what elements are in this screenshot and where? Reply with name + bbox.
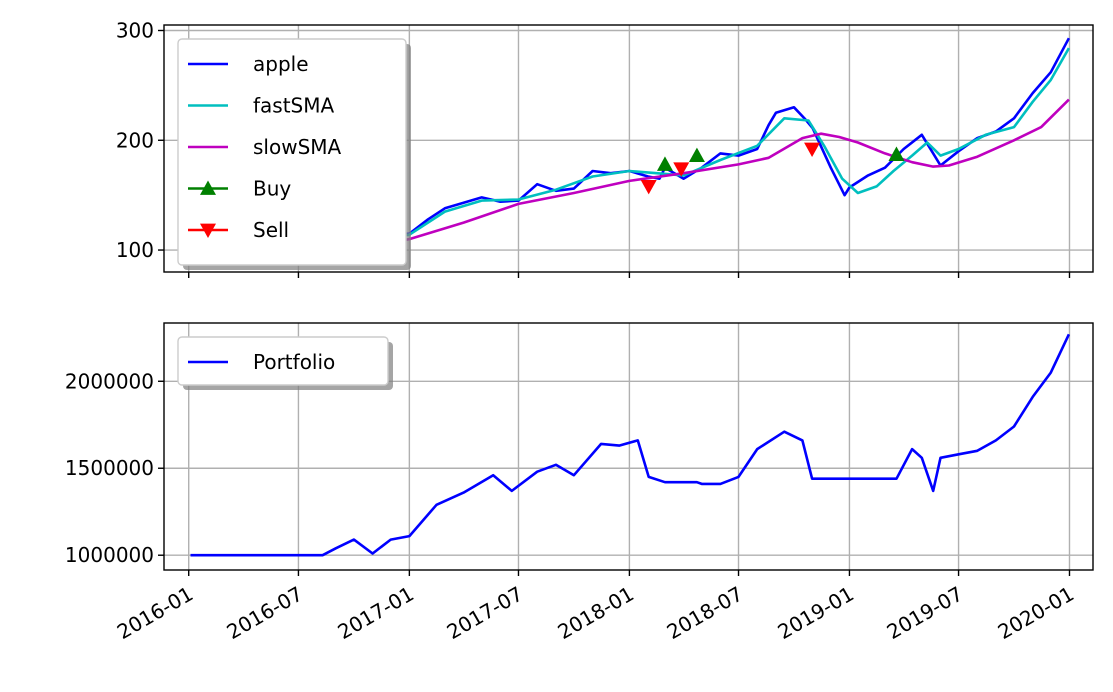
legend-marker-sell: [200, 223, 216, 238]
y-tick-label: 200: [116, 128, 154, 152]
buy-marker: [888, 146, 905, 161]
y-tick-label: 2000000: [65, 369, 154, 393]
y-tick-label: 1000000: [65, 543, 154, 567]
legend-marker-buy: [200, 180, 216, 195]
legend-box: [177, 38, 407, 266]
axes-frame: [163, 322, 1094, 571]
sell-marker: [673, 162, 690, 177]
buy-marker: [688, 147, 705, 163]
y-tick-label: 1500000: [65, 456, 154, 480]
y-tick-label: 300: [116, 18, 154, 42]
sell-marker: [804, 142, 821, 158]
buy-marker: [656, 156, 673, 171]
plot-area: [190, 333, 1071, 557]
legend-label-portfolio: Portfolio: [253, 350, 335, 374]
sell-marker: [640, 179, 657, 195]
legend-label-fastsma: fastSMA: [253, 94, 335, 118]
legend-label-buy: Buy: [253, 177, 291, 201]
legend-box: [177, 336, 389, 386]
legend-label-apple: apple: [253, 52, 309, 76]
price-panel: 100 200 300 apple fastSMA slowSMA Buy Sell: [116, 18, 1094, 278]
legend-label-slowsma: slowSMA: [253, 135, 342, 159]
legend-label-sell: Sell: [253, 218, 289, 242]
series-line-portfolio: [190, 333, 1071, 557]
axes-frame: [163, 24, 1094, 273]
y-tick-label: 100: [116, 238, 154, 262]
